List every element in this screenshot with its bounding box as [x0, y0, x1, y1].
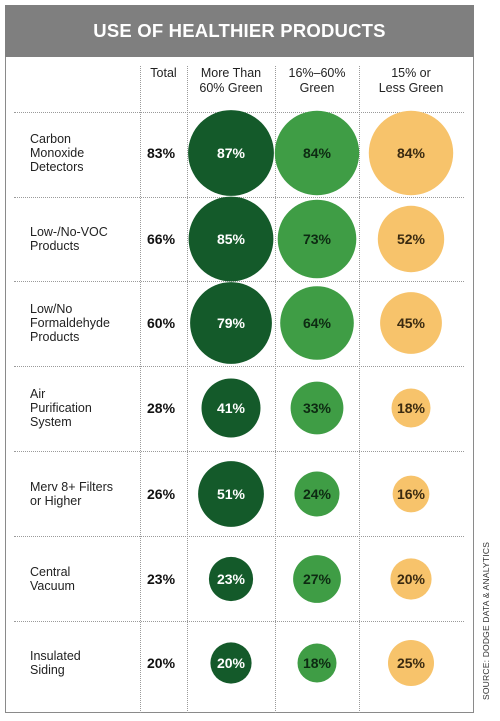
column-divider	[140, 66, 141, 713]
bubble	[290, 381, 344, 435]
row-label: Low-/No-VOC Products	[30, 225, 108, 253]
bubble	[392, 475, 430, 513]
bubble-label: 73%	[303, 231, 332, 247]
row-label: Carbon Monoxide Detectors	[30, 132, 85, 174]
bubble	[388, 640, 434, 686]
bubble	[390, 558, 432, 600]
column-divider	[187, 66, 188, 713]
bubble	[297, 643, 337, 683]
bubble-label: 51%	[217, 486, 246, 502]
bubble-label: 84%	[397, 145, 426, 161]
bubble	[391, 388, 431, 428]
bubble	[190, 282, 272, 364]
total-value: 60%	[147, 315, 176, 331]
bubble-label: 16%	[397, 486, 426, 502]
column-divider	[275, 66, 276, 713]
bubble-label: 64%	[303, 315, 332, 331]
bubble	[188, 110, 274, 196]
row-divider	[14, 366, 464, 367]
bubble-label: 33%	[303, 400, 332, 416]
row-label: Insulated Siding	[30, 649, 81, 677]
bubble	[368, 110, 454, 196]
column-header-more-than-60: More Than 60% Green	[199, 66, 263, 95]
bubble	[277, 199, 357, 279]
bubble-label: 27%	[303, 571, 332, 587]
total-value: 66%	[147, 231, 176, 247]
column-divider	[359, 66, 360, 713]
bubble	[198, 461, 264, 527]
bubble	[188, 196, 274, 282]
bubble-label: 45%	[397, 315, 426, 331]
bubble-label: 79%	[217, 315, 246, 331]
row-label: Merv 8+ Filters or Higher	[30, 480, 114, 508]
bubble	[280, 286, 354, 360]
column-header-15-or-less: 15% or Less Green	[378, 66, 444, 95]
bubble-label: 20%	[217, 655, 246, 671]
column-header-total: Total	[150, 66, 177, 80]
bubble-label: 52%	[397, 231, 426, 247]
bubble-label: 24%	[303, 486, 332, 502]
source-note: SOURCE: DODGE DATA & ANALYTICS	[481, 541, 491, 700]
total-value: 26%	[147, 486, 176, 502]
chart-title: USE OF HEALTHIER PRODUCTS	[5, 5, 474, 57]
row-label: Central Vacuum	[30, 565, 75, 593]
column-header-16-60: 16%–60% Green	[288, 66, 346, 95]
bubble	[294, 471, 340, 517]
bubble-label: 20%	[397, 571, 426, 587]
bubble-label: 18%	[303, 655, 332, 671]
row-divider	[14, 621, 464, 622]
row-label: Low/No Formaldehyde Products	[30, 302, 110, 344]
total-value: 83%	[147, 145, 176, 161]
row-divider	[14, 281, 464, 282]
total-value: 23%	[147, 571, 176, 587]
row-divider	[14, 451, 464, 452]
row-label: Air Purification System	[30, 387, 92, 429]
bubble-label: 18%	[397, 400, 426, 416]
bubble-label: 87%	[217, 145, 246, 161]
bubble	[201, 378, 261, 438]
bubble-label: 25%	[397, 655, 426, 671]
bubble	[208, 556, 254, 602]
bubble	[293, 555, 341, 603]
total-value: 20%	[147, 655, 176, 671]
bubble	[380, 292, 442, 354]
bubble	[210, 642, 252, 684]
bubble-label: 41%	[217, 400, 246, 416]
bubble	[377, 205, 445, 273]
row-divider	[14, 536, 464, 537]
bubble-label: 85%	[217, 231, 246, 247]
bubble-label: 84%	[303, 145, 332, 161]
bubble	[274, 110, 360, 196]
total-value: 28%	[147, 400, 176, 416]
bubble-label: 23%	[217, 571, 246, 587]
